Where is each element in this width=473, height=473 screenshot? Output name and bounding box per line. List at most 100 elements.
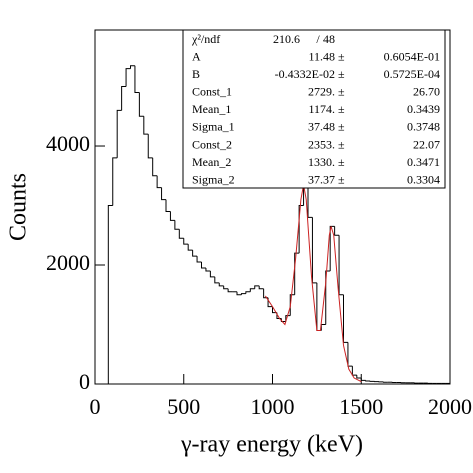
x-tick-label: 1500: [339, 394, 383, 419]
y-tick-label: 0: [79, 369, 90, 394]
histogram-bin: [209, 270, 215, 278]
histogram-bin: [249, 288, 255, 292]
stats-name: Const_2: [192, 137, 232, 151]
stats-error: 0.5725E-04: [384, 67, 440, 81]
histogram-bin: [107, 205, 113, 384]
histogram-bin: [334, 226, 340, 236]
histogram-bin: [285, 315, 291, 322]
stats-plus-minus: ±: [338, 155, 345, 169]
stats-ndf: 48: [323, 32, 335, 46]
histogram-bin: [294, 252, 300, 295]
histogram-bin: [116, 109, 122, 158]
histogram-bin: [343, 294, 348, 343]
histogram-bin: [125, 68, 131, 87]
stats-box: [182, 29, 446, 189]
histogram-bin: [365, 380, 371, 382]
stats-error: 0.3748: [407, 120, 440, 134]
stats-plus-minus: ±: [338, 49, 345, 63]
histogram-bin: [138, 92, 144, 117]
y-tick-label: 4000: [46, 131, 90, 156]
x-tick-label: 500: [167, 394, 200, 419]
stats-error: 0.3304: [407, 172, 440, 186]
stats-name: B: [192, 67, 200, 81]
stats-value: -0.4332E-02: [275, 67, 335, 81]
stats-value: 37.37: [308, 172, 335, 186]
y-axis-label: Counts: [6, 173, 32, 241]
x-axis-label: γ-ray energy (keV): [180, 432, 363, 458]
y-tick-label: 2000: [46, 250, 90, 275]
histogram-bin: [183, 238, 189, 245]
stats-value: 11.48: [308, 49, 335, 63]
fit-curve: [264, 184, 362, 383]
histogram-bin: [298, 205, 304, 254]
histogram-bin: [223, 285, 229, 290]
histogram-bin: [289, 294, 295, 316]
histogram-bin: [316, 282, 322, 331]
stats-name: Sigma_1: [192, 120, 235, 134]
histogram-bin: [147, 134, 153, 159]
stats-value: 1330.: [308, 155, 335, 169]
histogram-bin: [218, 282, 224, 287]
stats-name: Sigma_2: [192, 172, 235, 186]
histogram-bin: [227, 288, 233, 293]
stats-error: 0.3471: [407, 155, 440, 169]
stats-plus-minus: ±: [338, 67, 345, 81]
histogram-bin: [351, 366, 357, 376]
stats-error: 22.07: [413, 137, 440, 151]
histogram-bin: [240, 293, 246, 295]
stats-value: 2353.: [308, 137, 335, 151]
histogram-bin: [360, 378, 366, 381]
stats-error: 0.3439: [407, 102, 440, 116]
stats-plus-minus: ±: [338, 120, 345, 134]
histogram-bin: [143, 116, 149, 135]
histogram-bin: [254, 285, 260, 289]
histogram-bin: [130, 65, 135, 69]
histogram-bin: [134, 65, 140, 93]
stats-name: Const_1: [192, 84, 232, 98]
histogram-bin: [347, 342, 353, 367]
histogram-bin: [205, 267, 211, 272]
x-tick-label: 0: [90, 394, 101, 419]
histogram-bin: [112, 157, 118, 206]
x-tick-label: 1000: [251, 394, 295, 419]
histogram-bin: [325, 270, 331, 325]
histogram-bin: [152, 157, 158, 177]
histogram-bin: [165, 199, 171, 212]
histogram-bin: [280, 318, 286, 323]
histogram-bin: [156, 175, 162, 189]
histogram-bin: [169, 211, 175, 221]
stats-plus-minus: ±: [338, 84, 345, 98]
stats-name: Mean_2: [192, 155, 231, 169]
stats-chi2: 210.6: [273, 32, 300, 46]
stats-error: 26.70: [413, 84, 440, 98]
histogram-bin: [196, 256, 202, 263]
histogram-bin: [214, 276, 220, 284]
histogram-bin: [121, 86, 127, 111]
histogram-bin: [311, 217, 317, 284]
histogram-bin: [236, 291, 242, 296]
x-tick-label: 2000: [428, 394, 472, 419]
histogram-bin: [272, 306, 277, 314]
stats-name: A: [192, 49, 201, 63]
stats-chi2-label: χ²/ndf: [191, 32, 220, 46]
histogram-bin: [178, 229, 184, 239]
stats-plus-minus: ±: [338, 172, 345, 186]
histogram-bin: [201, 262, 206, 269]
stats-error: 0.6054E-01: [384, 49, 440, 63]
stats-separator: /: [316, 32, 320, 46]
histogram-bin: [192, 250, 198, 257]
stats-value: 37.48: [308, 120, 335, 134]
histogram-bin: [307, 184, 313, 218]
stats-value: 2729.: [308, 84, 335, 98]
histogram-bin: [258, 285, 264, 290]
stats-plus-minus: ±: [338, 137, 345, 151]
stats-value: 1174.: [308, 102, 335, 116]
stats-name: Mean_1: [192, 102, 231, 116]
histogram-bin: [187, 244, 193, 251]
histogram-bin: [320, 324, 326, 331]
stats-plus-minus: ±: [338, 102, 345, 116]
histogram-bin: [161, 187, 166, 201]
histogram-bin: [245, 291, 251, 294]
